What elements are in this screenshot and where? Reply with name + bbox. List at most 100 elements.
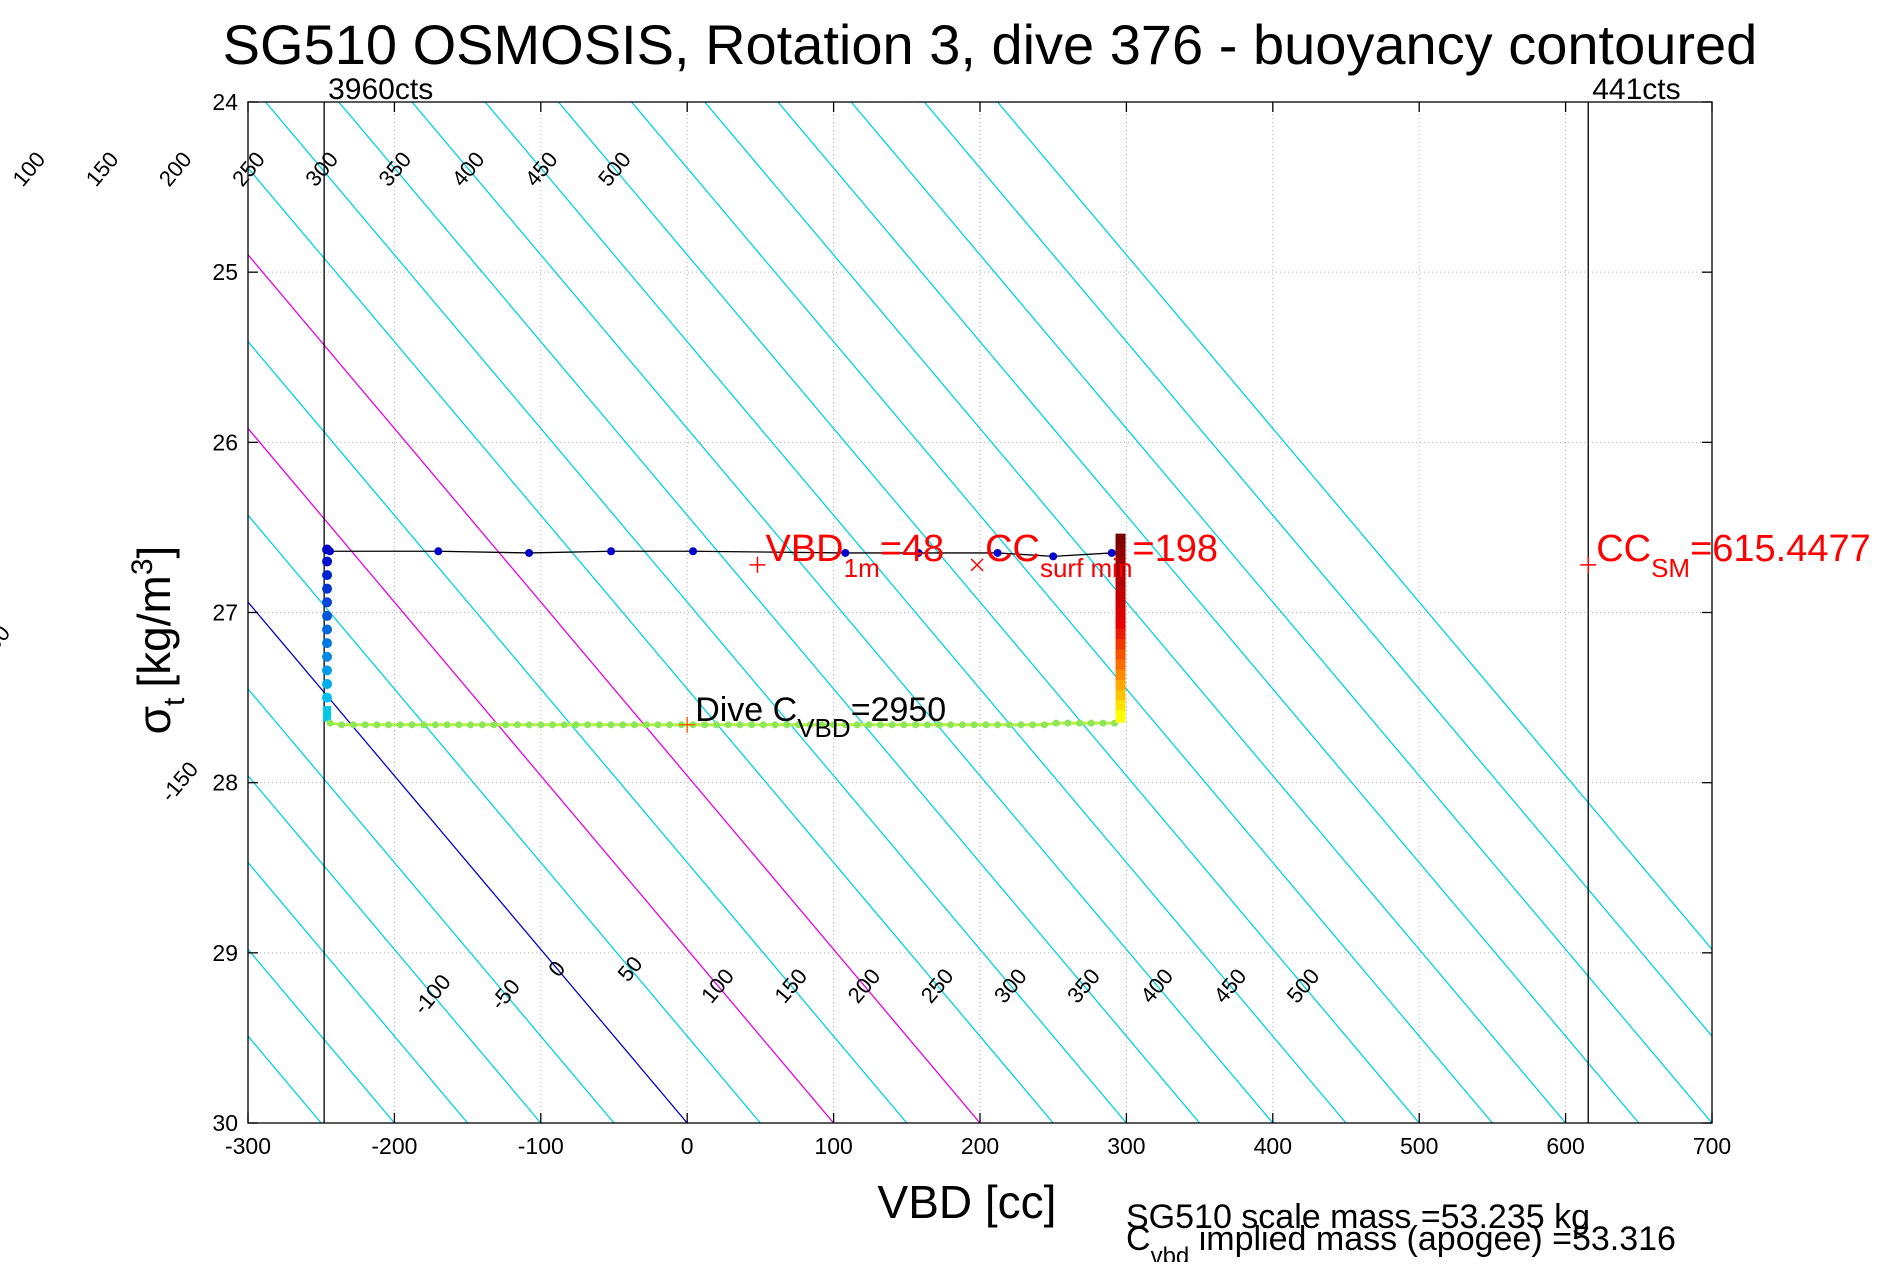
annotation-label-divecvbd: Dive CVBD=2950 [695,691,946,743]
bottom-series-point [642,721,650,729]
bottom-series-point [876,721,884,729]
y-tick-label: 27 [212,600,238,626]
bottom-series-point [490,721,498,729]
descent-series-point [322,597,333,608]
y-axis-label-sup: 3 [126,558,159,575]
bottom-series-point [326,719,334,727]
x-tick-label: -200 [371,1133,417,1159]
surface-series-point [993,548,1002,557]
bottom-series-point [748,721,756,729]
x-tick-label: 100 [814,1133,852,1159]
descent-series-point [322,665,333,676]
x-tick-label: -100 [518,1133,564,1159]
y-tick-label: 28 [212,770,238,796]
ascent-series-point [1115,618,1126,631]
ascent-series-point [1115,588,1126,601]
footer-line-implied-mass: Cvbd implied mass (apogee) =53.316 [1126,1220,1676,1262]
ascent-series-point [1115,639,1126,652]
contour-line [850,102,1712,1123]
y-tick-label: 30 [212,1110,238,1136]
bottom-series-point [467,721,475,729]
descent-series-point [322,692,333,703]
bottom-series-point [666,721,674,729]
descent-series-point [322,638,333,649]
surface-series-point [689,547,698,556]
x-tick-label: -300 [225,1133,271,1159]
contour-line [484,102,1347,1123]
x-tick-label: 400 [1254,1133,1292,1159]
bottom-series-point [794,721,802,729]
x-tick-label: 700 [1693,1133,1731,1159]
bottom-series-point [525,721,533,729]
y-axis-label-main: σ [128,706,180,734]
ascent-series-point [1115,649,1126,662]
ascent-series-point [1115,533,1126,546]
x-tick-label: 600 [1546,1133,1584,1159]
annotations: VBD1m=48 CCsurf min=198 CCSM=615.4477 Dive … [679,528,1871,743]
bottom-series-point [970,721,978,729]
contour-line [248,774,542,1123]
bottom-series-point [1076,719,1084,727]
data-series [322,533,1126,729]
bottom-series-point [572,721,580,729]
bottom-series-point [396,721,404,729]
bottom-series-point [513,721,521,729]
bottom-series-point [478,721,486,729]
ascent-series-point [1115,598,1126,611]
ascent-series-point [1115,700,1126,713]
bottom-series-point [385,721,393,729]
bottom-series-point [935,721,943,729]
surface-series-point [1049,552,1058,561]
contour-line [248,340,908,1123]
annotation-marker-ccsurf [970,558,984,572]
footer-line-scale-mass: SG510 scale mass =53.235 kg [1126,1198,1590,1236]
bottom-series-point [947,721,955,729]
descent-series-point [322,678,333,689]
contour-line [777,102,1640,1123]
bottom-series-point [595,721,603,729]
bottom-series-point [619,721,627,729]
bottom-series-point [420,721,428,729]
bottom-series-point [537,721,545,729]
bottom-series-point [701,721,709,729]
ascent-series-point [1115,669,1126,682]
bottom-series-point [1052,719,1060,727]
bottom-series-point [373,721,381,729]
annotation-label-ccsurf: CCsurf min=198 [985,528,1218,583]
bottom-series-point [994,721,1002,729]
ascent-series-point [1115,628,1126,641]
y-axis-label-end: ] [128,546,180,559]
y-tick-label: 29 [212,940,238,966]
x-tick-label: 200 [961,1133,999,1159]
footer-line-implied-main: C [1126,1220,1151,1258]
bottom-series-point [455,721,463,729]
contour-line [631,102,1493,1123]
bottom-series-point [724,721,732,729]
bottom-series-point [607,721,615,729]
bottom-series-point [1040,721,1048,729]
ascent-series-point [1115,540,1126,553]
contour-line [248,427,835,1123]
contour-line [248,253,981,1123]
contour-line [923,102,1712,1038]
bottom-series-point [818,721,826,729]
vline-label: 441cts [1592,73,1680,106]
ascent-series-point [1115,557,1126,570]
count-lines: 3960cts 441cts [323,73,1681,1123]
bottom-series-point [865,721,873,729]
bottom-series-point [654,721,662,729]
bottom-series-point [431,721,439,729]
bottom-series-point [630,721,638,729]
contour-line [557,102,1420,1123]
bottom-series-point [584,721,592,729]
contour-line [338,102,1201,1123]
bottom-series-point [841,721,849,729]
descent-series-point [322,583,333,594]
annotation-label-vbd1m: VBD1m=48 [765,528,944,583]
bottom-series-point [900,721,908,729]
y-axis-label-sub: t [158,697,191,706]
ascent-series-point [1115,679,1126,692]
bottom-series-point [560,721,568,729]
